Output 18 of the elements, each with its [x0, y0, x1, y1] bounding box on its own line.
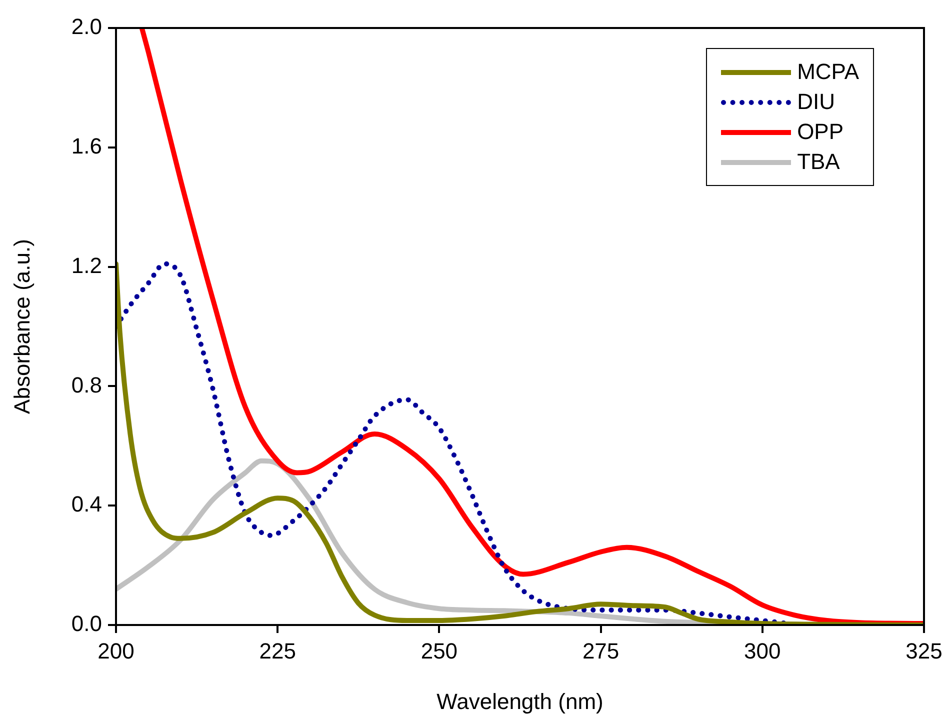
x-tick-label: 325 — [906, 638, 942, 664]
y-tick-label: 0.4 — [71, 492, 102, 517]
y-tick-label: 0.0 — [71, 611, 102, 636]
x-tick-label: 250 — [420, 638, 458, 664]
y-tick-label: 1.2 — [71, 252, 102, 278]
x-tick-label: 300 — [744, 638, 781, 664]
y-tick-label: 0.8 — [71, 372, 102, 398]
x-axis-title: Wavelength (nm) — [436, 688, 604, 714]
x-tick-label: 275 — [582, 638, 620, 664]
legend-label: OPP — [797, 119, 844, 145]
y-tick-label: 2.0 — [71, 14, 102, 40]
y-axis-title: Absorbance (a.u.) — [9, 239, 34, 414]
legend-label: MCPA — [797, 59, 859, 85]
x-tick-label: 200 — [98, 638, 134, 664]
x-tick-label: 225 — [259, 638, 296, 664]
legend-label: TBA — [797, 149, 840, 175]
legend-label: DIU — [797, 89, 835, 115]
y-tick-label: 1.6 — [71, 133, 102, 158]
